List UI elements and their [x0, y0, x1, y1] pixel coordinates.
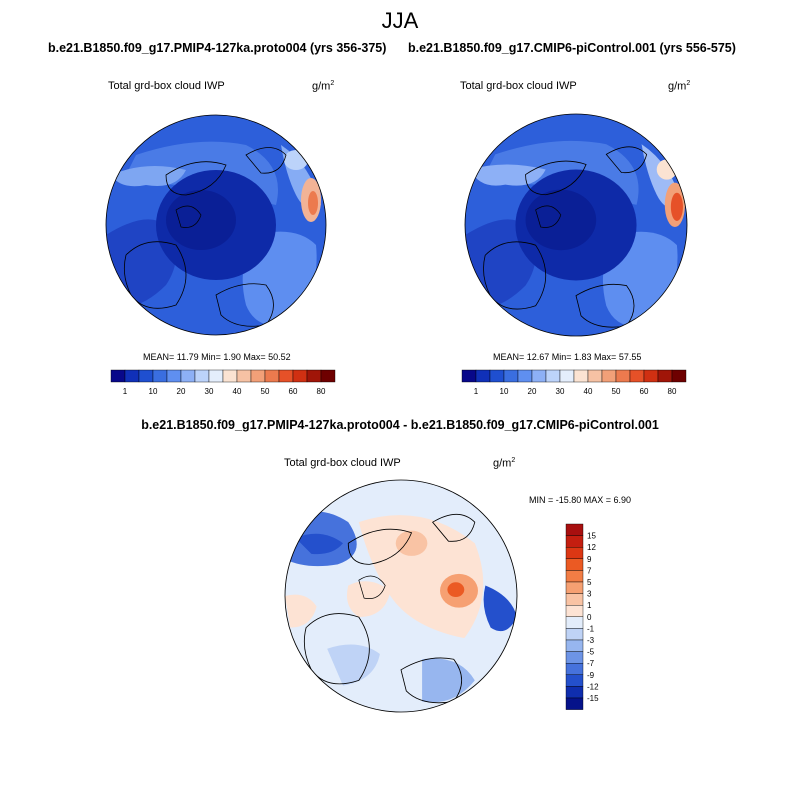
colorbar-swatch [643, 369, 659, 383]
colorbar-swatch [565, 628, 584, 641]
colorbar-swatch [565, 639, 584, 652]
colorbar-swatch [208, 369, 224, 383]
colorbar-tick-label: 20 [528, 387, 537, 396]
case-name-right: b.e21.B1850.f09_g17.CMIP6-piControl.001 … [408, 41, 736, 55]
right-colorbar: 1 10 20 30 40 50 60 80 [461, 369, 687, 396]
colorbar-swatch [565, 604, 584, 617]
colorbar-swatch [461, 369, 477, 383]
colorbar-swatch [565, 570, 584, 583]
colorbar-swatch [565, 593, 584, 606]
case-name-left: b.e21.B1850.f09_g17.PMIP4-127ka.proto004… [48, 41, 387, 55]
colorbar-swatch [565, 686, 584, 699]
colorbar-tick-label: 5 [587, 578, 592, 587]
diff-colorbar: 15 12 9 7 5 3 1 0 -1 -3 -5 -7 -9 -12 -15 [565, 523, 599, 710]
right-polar-map [464, 113, 688, 337]
colorbar-swatch [166, 369, 182, 383]
colorbar-tick-label: 30 [556, 387, 565, 396]
right-units-label: g/m2 [668, 80, 691, 93]
colorbar-swatch [222, 369, 238, 383]
colorbar-swatch [152, 369, 168, 383]
colorbar-swatch [545, 369, 561, 383]
colorbar-swatch [629, 369, 645, 383]
colorbar-tick-label: -15 [587, 694, 599, 703]
colorbar-tick-label: 20 [177, 387, 186, 396]
left-variable-label: Total grd-box cloud IWP [108, 80, 225, 92]
season-title: JJA [381, 8, 419, 33]
left-colorbar: 1 10 20 30 40 50 60 80 [110, 369, 336, 396]
diff-stats: MIN = -15.80 MAX = 6.90 [529, 495, 632, 505]
colorbar-swatch [565, 581, 584, 594]
colorbar-tick-label: 1 [123, 387, 128, 396]
colorbar-tick-label: 50 [612, 387, 621, 396]
colorbar-tick-label: 40 [584, 387, 593, 396]
colorbar-tick-label: 0 [587, 613, 592, 622]
diff-polar-map [284, 479, 518, 713]
colorbar-swatch [565, 651, 584, 664]
colorbar-tick-label: 3 [587, 590, 592, 599]
colorbar-swatch [517, 369, 533, 383]
colorbar-swatch [587, 369, 603, 383]
colorbar-swatch [475, 369, 491, 383]
colorbar-swatch [565, 616, 584, 629]
colorbar-swatch [615, 369, 631, 383]
colorbar-swatch [601, 369, 617, 383]
colorbar-tick-label: 12 [587, 543, 596, 552]
colorbar-tick-label: 10 [500, 387, 509, 396]
colorbar-tick-label: 15 [587, 532, 596, 541]
left-units-label: g/m2 [312, 80, 335, 93]
left-stats: MEAN= 11.79 Min= 1.90 Max= 50.52 [143, 352, 291, 362]
colorbar-swatch [250, 369, 266, 383]
colorbar-swatch [671, 369, 687, 383]
diff-variable-label: Total grd-box cloud IWP [284, 457, 401, 469]
colorbar-tick-label: 9 [587, 555, 592, 564]
colorbar-tick-label: -1 [587, 624, 595, 633]
colorbar-swatch [236, 369, 252, 383]
difference-header: b.e21.B1850.f09_g17.PMIP4-127ka.proto004… [141, 418, 659, 432]
colorbar-swatch [180, 369, 196, 383]
colorbar-tick-label: 80 [668, 387, 677, 396]
colorbar-swatch [110, 369, 126, 383]
colorbar-swatch [573, 369, 589, 383]
colorbar-tick-label: 40 [233, 387, 242, 396]
colorbar-tick-label: 7 [587, 566, 592, 575]
colorbar-tick-label: 60 [640, 387, 649, 396]
colorbar-swatch [565, 547, 584, 560]
colorbar-tick-label: 1 [474, 387, 479, 396]
colorbar-swatch [194, 369, 210, 383]
right-stats: MEAN= 12.67 Min= 1.83 Max= 57.55 [493, 352, 642, 362]
colorbar-swatch [292, 369, 308, 383]
colorbar-tick-label: -3 [587, 636, 595, 645]
colorbar-swatch [565, 558, 584, 571]
colorbar-swatch [559, 369, 575, 383]
colorbar-tick-label: 1 [587, 601, 592, 610]
colorbar-tick-label: 60 [289, 387, 298, 396]
colorbar-swatch [264, 369, 280, 383]
colorbar-tick-label: 30 [205, 387, 214, 396]
colorbar-tick-label: -9 [587, 671, 595, 680]
colorbar-tick-label: 10 [149, 387, 158, 396]
colorbar-swatch [489, 369, 505, 383]
colorbar-swatch [124, 369, 140, 383]
colorbar-tick-label: -7 [587, 659, 595, 668]
colorbar-swatch [565, 662, 584, 675]
colorbar-swatch [565, 535, 584, 548]
colorbar-swatch [306, 369, 322, 383]
colorbar-swatch [138, 369, 154, 383]
diff-units-label: g/m2 [493, 457, 516, 470]
colorbar-tick-label: 50 [261, 387, 270, 396]
colorbar-swatch [565, 523, 584, 536]
colorbar-swatch [565, 697, 584, 710]
colorbar-swatch [503, 369, 519, 383]
right-variable-label: Total grd-box cloud IWP [460, 80, 577, 92]
colorbar-swatch [320, 369, 336, 383]
left-polar-map [105, 114, 327, 336]
colorbar-tick-label: -5 [587, 648, 595, 657]
colorbar-tick-label: -12 [587, 682, 599, 691]
colorbar-swatch [531, 369, 547, 383]
colorbar-swatch [657, 369, 673, 383]
colorbar-tick-label: 80 [317, 387, 326, 396]
colorbar-swatch [565, 674, 584, 687]
colorbar-swatch [278, 369, 294, 383]
